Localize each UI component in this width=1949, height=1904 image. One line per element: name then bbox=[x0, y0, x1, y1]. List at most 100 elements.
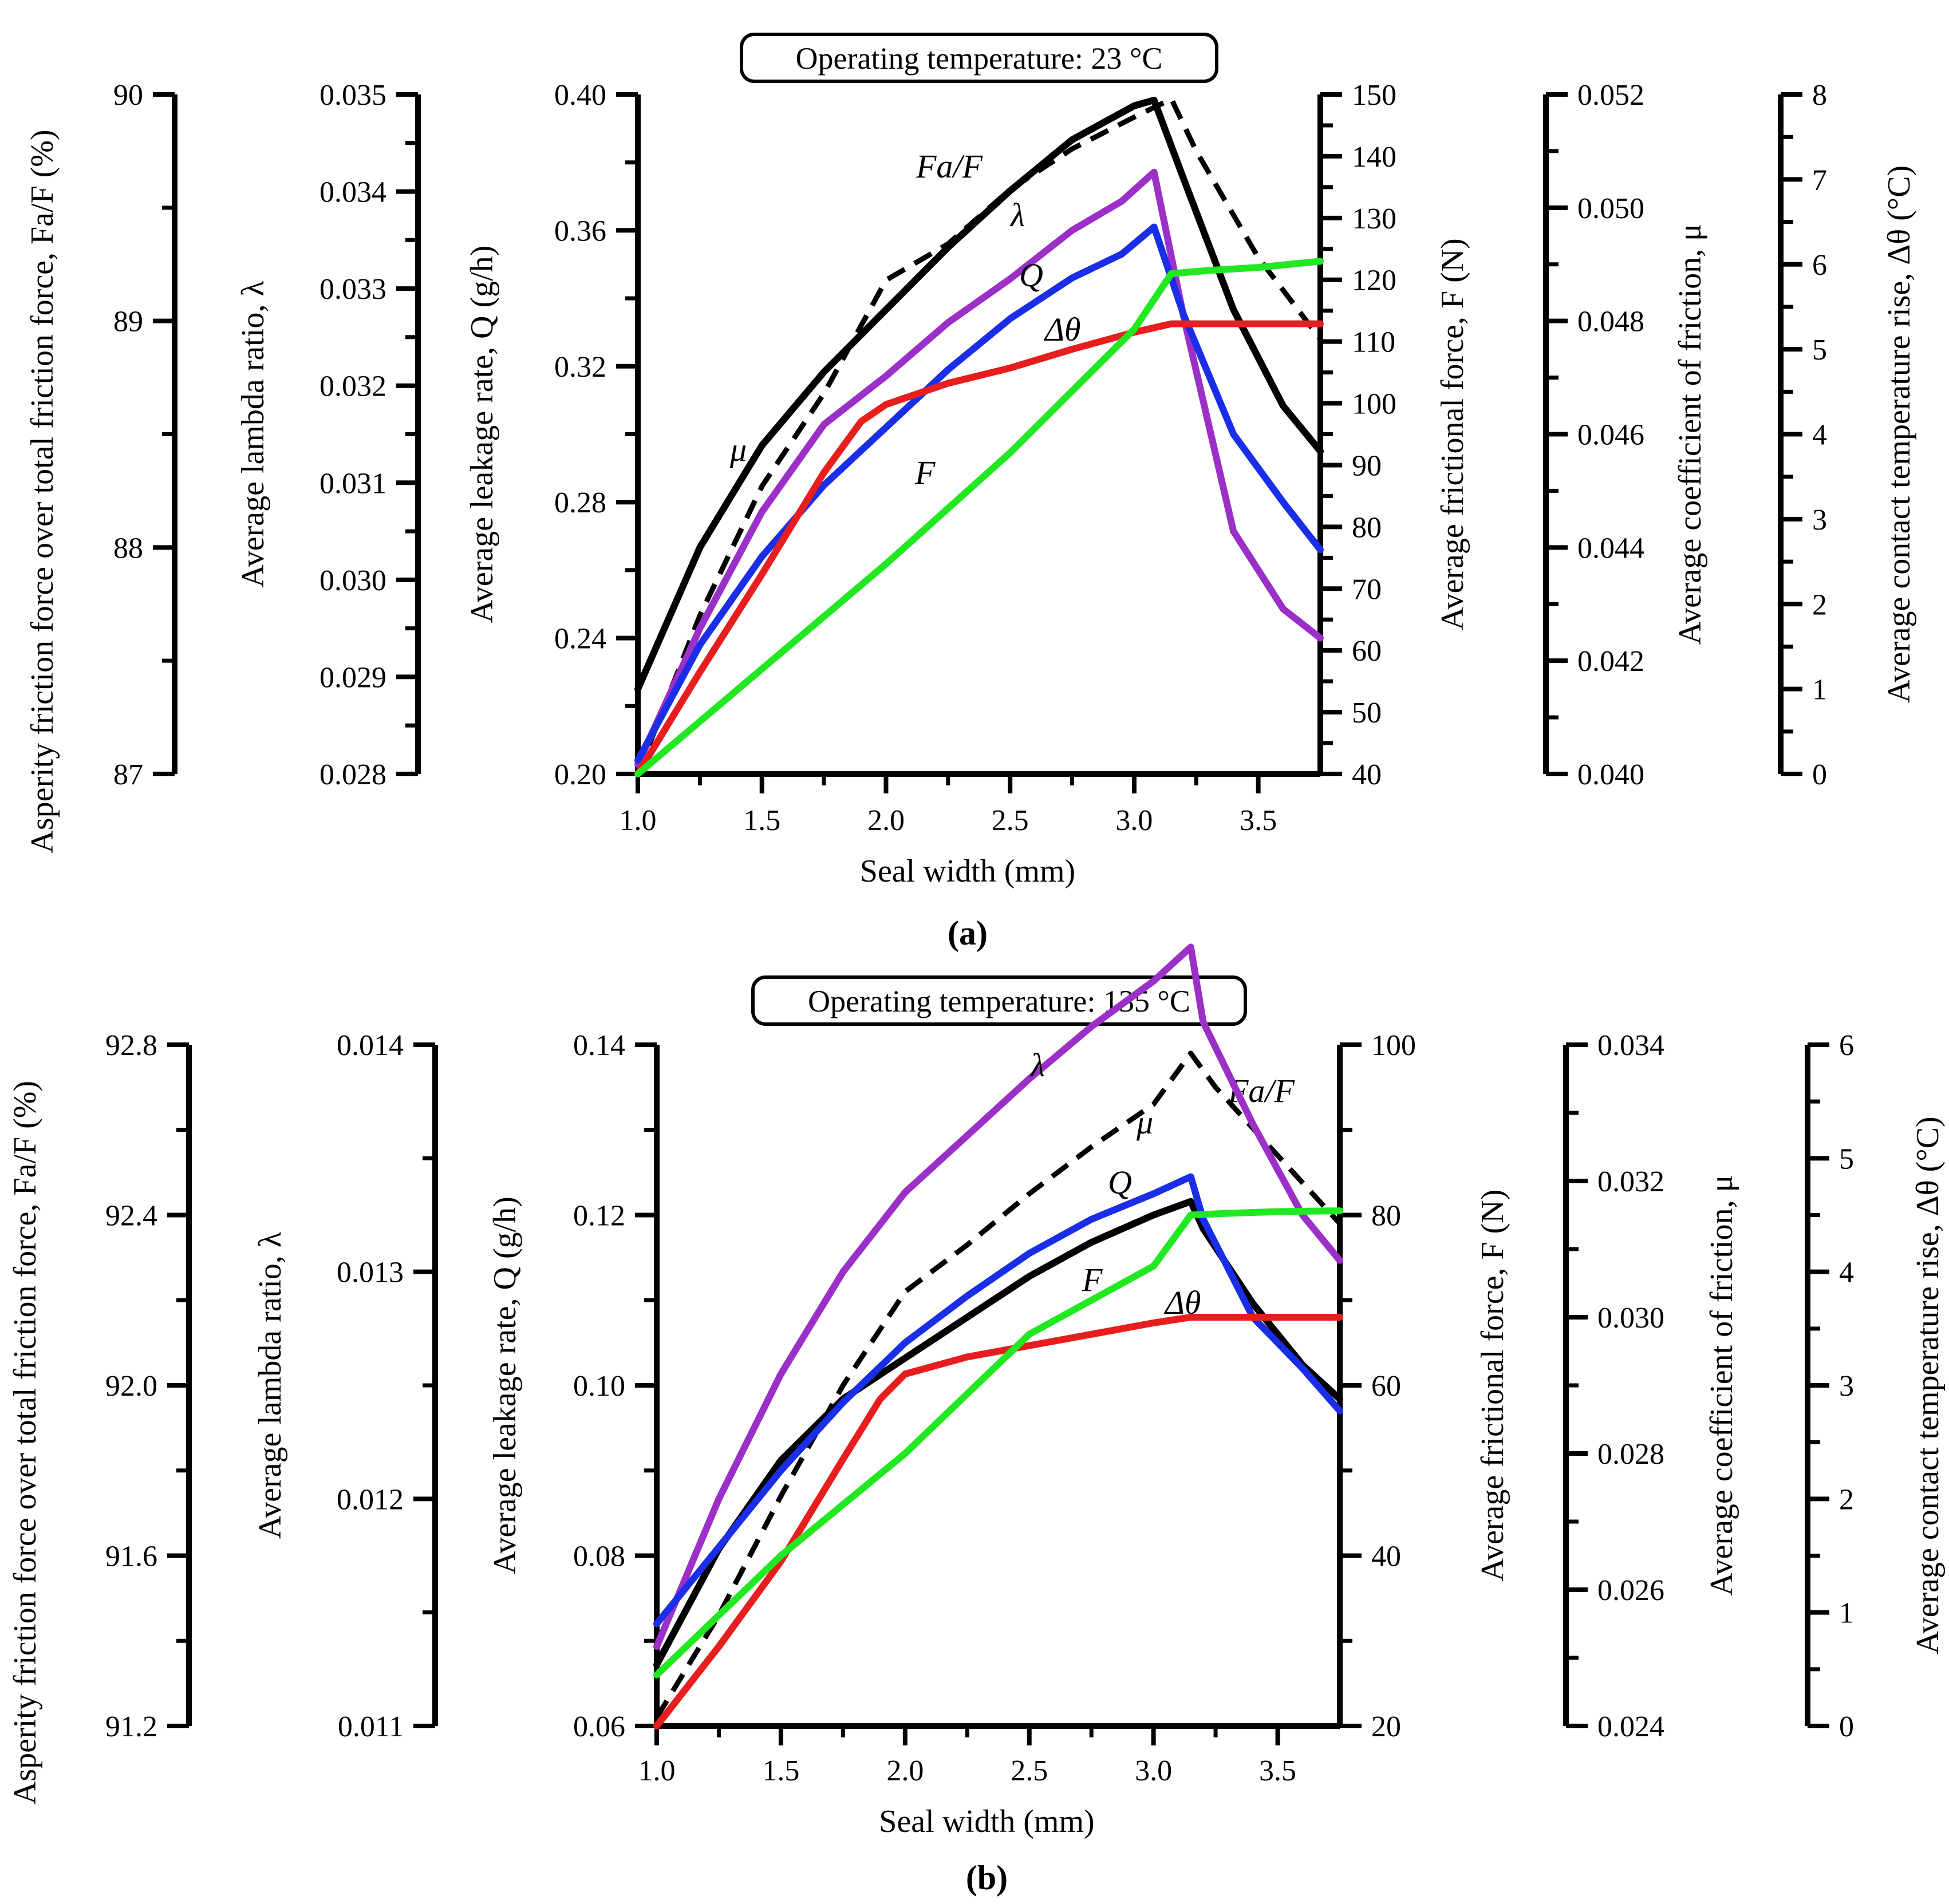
series-label-Fa/F: Fa/F bbox=[916, 148, 983, 185]
tick-label: 0.014 bbox=[337, 1029, 404, 1062]
tick-label: 7 bbox=[1812, 164, 1827, 196]
x-tick-label: 1.5 bbox=[762, 1755, 799, 1787]
tick-label: 5 bbox=[1812, 334, 1827, 366]
tick-label: 0.040 bbox=[1577, 759, 1644, 791]
tick-label: 1 bbox=[1812, 674, 1827, 706]
chart-title: Operating temperature: 23 °C bbox=[796, 41, 1163, 76]
tick-label: 0.032 bbox=[1597, 1166, 1664, 1198]
tick-label: 4 bbox=[1812, 419, 1827, 452]
series-label-Q: Q bbox=[1019, 256, 1043, 294]
series-line-F bbox=[634, 258, 1324, 777]
axis-title: Average lambda ratio, λ bbox=[235, 281, 271, 587]
series-label-F: F bbox=[914, 454, 936, 491]
tick-label: 70 bbox=[1352, 573, 1382, 606]
tick-label: 0.32 bbox=[554, 351, 606, 384]
axis-title: Average lambda ratio, λ bbox=[252, 1232, 288, 1539]
chart-title: Operating temperature: 135 °C bbox=[808, 984, 1190, 1018]
x-tick-label: 2.5 bbox=[992, 804, 1029, 837]
tick-label: 0.030 bbox=[319, 564, 386, 597]
tick-label: 0.24 bbox=[554, 623, 606, 655]
y-axis-fa: 87 88 89 90 Asperity friction force over tot… bbox=[25, 79, 177, 854]
tick-label: 120 bbox=[1352, 264, 1396, 297]
x-tick-label: 2.0 bbox=[867, 804, 905, 837]
tick-label: 0.033 bbox=[319, 273, 386, 306]
series-line-μ bbox=[653, 1198, 1343, 1668]
tick-label: 0.011 bbox=[338, 1711, 404, 1743]
x-tick-label: 2.5 bbox=[1011, 1755, 1048, 1787]
tick-label: 0.28 bbox=[554, 487, 606, 519]
tick-label: 1 bbox=[1839, 1597, 1854, 1630]
tick-label: 0.031 bbox=[319, 467, 386, 500]
tick-label: 0.20 bbox=[554, 759, 606, 791]
x-tick-label: 3.0 bbox=[1115, 804, 1153, 837]
tick-label: 0.034 bbox=[1597, 1029, 1664, 1062]
axis-title: Average leakage rate, Q (g/h) bbox=[464, 246, 500, 623]
tick-label: 0.029 bbox=[319, 661, 386, 694]
series-line-λ bbox=[653, 943, 1343, 1650]
axis-title: Asperity friction force over total frict… bbox=[25, 129, 60, 853]
tick-label: 0.048 bbox=[1577, 306, 1644, 338]
tick-label: 4 bbox=[1839, 1257, 1854, 1289]
series-line-Q bbox=[634, 223, 1324, 764]
tick-label: 50 bbox=[1352, 697, 1382, 729]
tick-label: 0 bbox=[1812, 759, 1827, 791]
tick-label: 3 bbox=[1812, 504, 1827, 536]
tick-label: 0.034 bbox=[319, 176, 386, 209]
tick-label: 150 bbox=[1352, 79, 1396, 112]
axis-title: Average coefficient of friction, μ bbox=[1704, 1175, 1739, 1595]
tick-label: 0 bbox=[1839, 1711, 1854, 1743]
axis-title: Asperity friction force over total frict… bbox=[7, 1081, 43, 1804]
tick-label: 2 bbox=[1839, 1483, 1854, 1516]
x-axis-title: Seal width (mm) bbox=[860, 854, 1075, 889]
series-line-Q bbox=[653, 1173, 1343, 1628]
tick-label: 0.14 bbox=[573, 1029, 625, 1062]
series-line-Δθ bbox=[634, 320, 1324, 777]
tick-label: 130 bbox=[1352, 203, 1396, 235]
tick-label: 87 bbox=[113, 759, 143, 791]
y-axis-lambda: 0.028 0.029 0.030 0.031 0.032 0.033 0.034 0.035… bbox=[235, 79, 421, 791]
tick-label: 91.6 bbox=[105, 1540, 157, 1573]
series-label-λ: λ bbox=[1009, 196, 1025, 234]
y-axis-q: 0.20 0.24 0.28 0.32 0.36 0.40 Average leakage … bbox=[464, 79, 641, 791]
panel-caption: (a) bbox=[948, 914, 988, 952]
tick-label: 0.052 bbox=[1577, 79, 1644, 112]
series-label-Δθ: Δθ bbox=[1164, 1284, 1201, 1321]
axis-title: Average leakage rate, Q (g/h) bbox=[487, 1196, 523, 1574]
x-tick-label: 3.5 bbox=[1259, 1755, 1296, 1787]
tick-label: 0.40 bbox=[554, 79, 606, 112]
tick-label: 5 bbox=[1839, 1143, 1854, 1175]
tick-label: 0.12 bbox=[573, 1200, 625, 1233]
x-tick-label: 3.5 bbox=[1240, 804, 1277, 837]
tick-label: 0.012 bbox=[337, 1483, 404, 1516]
tick-label: 0.035 bbox=[319, 79, 386, 112]
series-label-Q: Q bbox=[1108, 1164, 1132, 1201]
tick-label: 8 bbox=[1812, 79, 1827, 112]
tick-label: 0.028 bbox=[1597, 1438, 1664, 1471]
chart-panel-b: Operating temperature: 135 °C 1.0 1.5 2.0 2.… bbox=[7, 943, 1946, 1897]
tick-label: 0.026 bbox=[1597, 1574, 1664, 1607]
tick-label: 0.050 bbox=[1577, 192, 1644, 225]
tick-label: 91.2 bbox=[105, 1711, 157, 1743]
tick-label: 3 bbox=[1839, 1370, 1854, 1403]
x-axis-title: Seal width (mm) bbox=[879, 1804, 1094, 1839]
chart-panel-a: Operating temperature: 23 °C 1.0 1.5 2.0 2.5… bbox=[25, 33, 1917, 952]
y-axis-fa: 91.2 91.6 92.0 92.4 92.8 Asperity friction fo… bbox=[7, 1029, 192, 1804]
tick-label: 60 bbox=[1371, 1370, 1401, 1403]
series-label-F: F bbox=[1082, 1261, 1103, 1298]
series-line-μ bbox=[634, 96, 1324, 693]
tick-label: 100 bbox=[1371, 1029, 1416, 1062]
tick-label: 0.10 bbox=[573, 1370, 625, 1403]
y-axis-f: 20 40 60 80 100 Average frictional force, F (… bbox=[1337, 1029, 1510, 1743]
y-axis-dt: 0 1 2 3 4 5 6 7 8 Average contact temperature ris… bbox=[1778, 79, 1917, 791]
series-line-λ bbox=[634, 168, 1324, 768]
y-axis-f: 40 50 60 70 80 90 100 110 120 130 140 150 Average fr… bbox=[1317, 79, 1470, 791]
tick-label: 0.08 bbox=[573, 1540, 625, 1573]
tick-label: 89 bbox=[113, 306, 143, 338]
tick-label: 6 bbox=[1812, 249, 1827, 282]
tick-label: 80 bbox=[1371, 1200, 1401, 1233]
panel-caption: (b) bbox=[966, 1859, 1008, 1897]
axis-title: Average frictional force, F (N) bbox=[1435, 238, 1470, 630]
series-label-λ: λ bbox=[1029, 1046, 1045, 1084]
tick-label: 100 bbox=[1352, 388, 1396, 421]
